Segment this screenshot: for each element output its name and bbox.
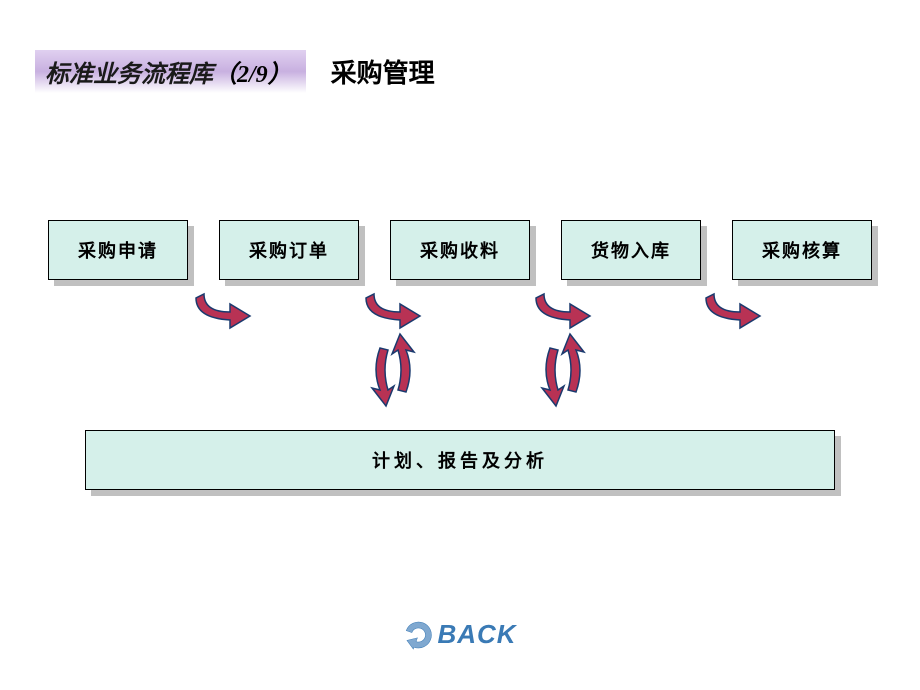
bottom-box-label: 计划、报告及分析 xyxy=(85,430,835,490)
bidir-arrows xyxy=(48,340,872,410)
box-label: 货物入库 xyxy=(561,220,701,280)
forward-arrow-icon xyxy=(528,290,598,330)
back-arrow-icon xyxy=(403,620,433,650)
top-boxes-row: 采购申请 采购订单 采购收料 货物入库 采购核算 xyxy=(48,220,872,280)
badge-prefix: 标准业务流程库 xyxy=(45,62,213,88)
bidir-arrow-icon xyxy=(358,330,428,410)
box-5: 采购核算 xyxy=(732,220,872,280)
title-badge: 标准业务流程库（2/9） xyxy=(35,50,306,93)
badge-counter: （2/9） xyxy=(213,62,292,88)
forward-arrow-icon xyxy=(698,290,768,330)
bidir-arrow-icon xyxy=(528,330,598,410)
flowchart: 采购申请 采购订单 采购收料 货物入库 采购核算 xyxy=(48,220,872,490)
box-label: 采购申请 xyxy=(48,220,188,280)
box-label: 采购订单 xyxy=(219,220,359,280)
forward-arrows xyxy=(48,290,872,340)
box-4: 货物入库 xyxy=(561,220,701,280)
back-label: BACK xyxy=(437,619,516,650)
box-3: 采购收料 xyxy=(390,220,530,280)
header: 标准业务流程库（2/9） 采购管理 xyxy=(35,50,435,93)
forward-arrow-icon xyxy=(358,290,428,330)
box-1: 采购申请 xyxy=(48,220,188,280)
box-label: 采购核算 xyxy=(732,220,872,280)
box-2: 采购订单 xyxy=(219,220,359,280)
bottom-box: 计划、报告及分析 xyxy=(85,430,835,490)
back-button[interactable]: BACK xyxy=(403,619,516,650)
page-title: 采购管理 xyxy=(331,53,435,90)
forward-arrow-icon xyxy=(188,290,258,330)
box-label: 采购收料 xyxy=(390,220,530,280)
